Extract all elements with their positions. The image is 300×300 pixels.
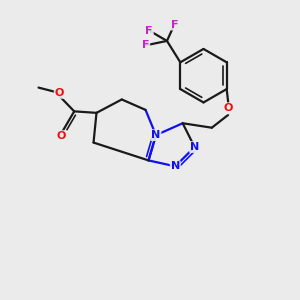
Text: O: O xyxy=(57,131,66,141)
Text: N: N xyxy=(151,130,160,140)
Text: F: F xyxy=(146,26,153,35)
Text: N: N xyxy=(171,161,180,171)
Text: N: N xyxy=(190,142,199,152)
Text: O: O xyxy=(224,103,233,113)
Text: O: O xyxy=(55,88,64,98)
Text: F: F xyxy=(142,40,149,50)
Text: F: F xyxy=(171,20,178,30)
